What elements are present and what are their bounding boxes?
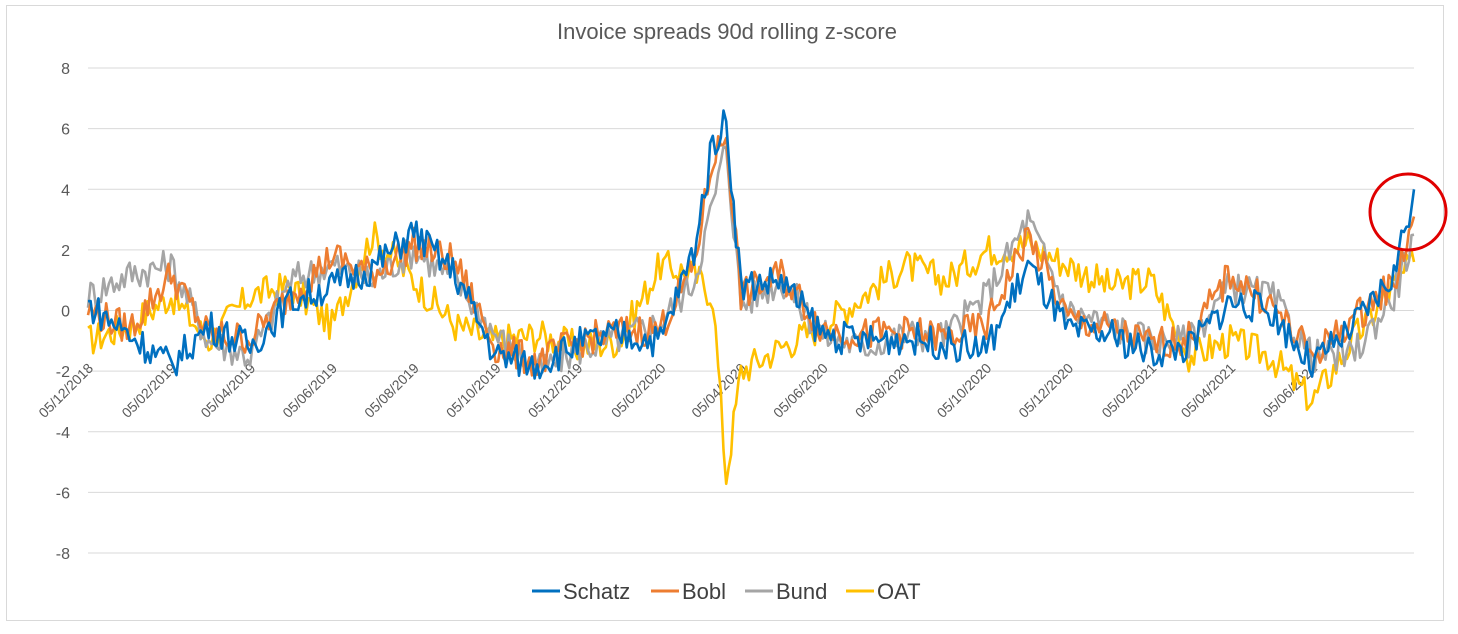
legend-label-bund: Bund xyxy=(776,579,827,604)
x-tick-label: 05/02/2021 xyxy=(1098,360,1159,421)
legend: Schatz Bobl Bund OAT xyxy=(532,579,921,604)
legend-label-schatz: Schatz xyxy=(563,579,630,604)
y-tick-label: 8 xyxy=(61,61,70,78)
x-tick-label: 05/02/2020 xyxy=(608,360,669,421)
red-circle-annotation xyxy=(1368,172,1448,252)
x-tick-label: 05/04/2021 xyxy=(1178,360,1239,421)
chart-frame xyxy=(6,5,1444,621)
y-tick-label: 6 xyxy=(61,122,70,139)
y-tick-label: -4 xyxy=(56,425,70,442)
series-line-schatz xyxy=(87,109,1416,380)
legend-label-bobl: Bobl xyxy=(682,579,726,604)
series-line-oat xyxy=(87,221,1416,486)
x-axis-ticks: 05/12/2018 05/02/2019 05/04/2019 05/06/2019… xyxy=(35,360,1320,421)
y-tick-label: 0 xyxy=(61,304,70,321)
x-tick-label: 05/06/2019 xyxy=(279,360,340,421)
x-tick-label: 05/04/2019 xyxy=(197,360,258,421)
y-axis-ticks: 8 6 4 2 0 -2 -4 -6 -8 xyxy=(56,61,70,563)
y-tick-label: 4 xyxy=(61,182,70,199)
x-tick-label: 05/02/2019 xyxy=(118,360,179,421)
x-tick-label: 05/10/2020 xyxy=(934,360,995,421)
x-tick-label: 05/10/2019 xyxy=(443,360,504,421)
y-tick-label: -2 xyxy=(56,364,70,381)
legend-label-oat: OAT xyxy=(877,579,921,604)
y-tick-label: -6 xyxy=(56,485,70,502)
series-line-bund xyxy=(86,145,1415,375)
x-tick-label: 05/12/2020 xyxy=(1015,360,1076,421)
y-tick-label: -8 xyxy=(56,546,70,563)
chart-title: Invoice spreads 90d rolling z-score xyxy=(557,19,897,44)
y-tick-label: 2 xyxy=(61,243,70,260)
series-lines xyxy=(86,109,1416,486)
x-tick-label: 05/06/2020 xyxy=(770,360,831,421)
x-tick-label: 05/08/2020 xyxy=(852,360,913,421)
x-tick-label: 05/08/2019 xyxy=(361,360,422,421)
